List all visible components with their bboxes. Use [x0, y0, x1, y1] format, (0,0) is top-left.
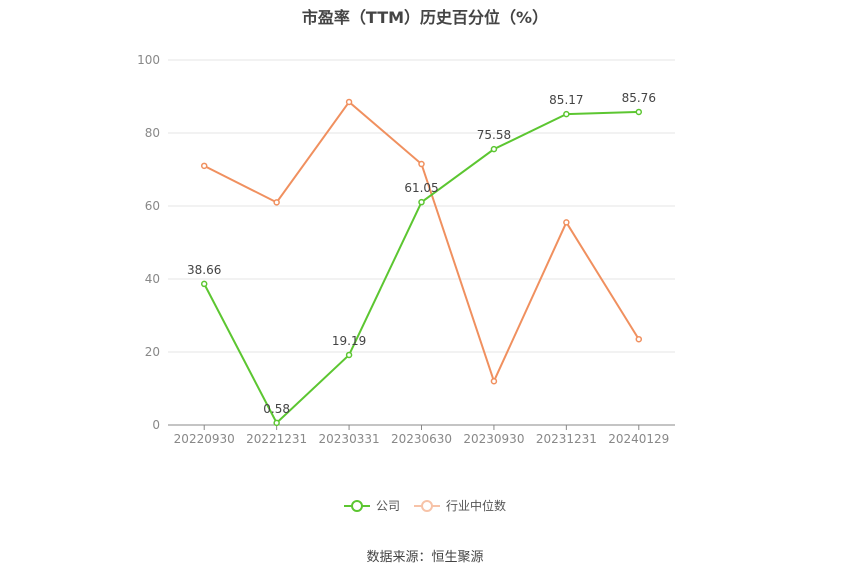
legend-industry-median-label: 行业中位数: [446, 499, 507, 513]
legend-item-company[interactable]: 公司: [343, 497, 400, 514]
x-tick-label: 20240129: [608, 432, 669, 446]
legend-company-label: 公司: [375, 499, 400, 513]
data-point-industry-median: [490, 377, 498, 385]
y-tick-label: 20: [145, 345, 160, 359]
y-tick-label: 100: [137, 53, 160, 67]
data-point-company: [490, 145, 498, 153]
data-point-industry-median: [418, 160, 425, 168]
x-tick-label: 20230331: [319, 432, 380, 446]
y-tick-label: 60: [145, 199, 160, 213]
data-label-company: 38.66: [187, 263, 221, 277]
source-note: 数据来源：恒生聚源: [366, 550, 484, 565]
data-label-company: 75.58: [477, 128, 511, 142]
data-label-company: 85.17: [549, 93, 583, 107]
data-point-company: [273, 419, 280, 427]
x-tick-label: 20230930: [463, 432, 524, 446]
y-tick-label: 80: [145, 126, 160, 140]
data-label-company: 0.58: [263, 402, 290, 416]
series-line-company: [203, 110, 639, 425]
data-point-company: [418, 198, 425, 206]
data-point-industry-median: [563, 219, 570, 226]
legend-item-industry-median[interactable]: 行业中位数: [414, 497, 506, 514]
data-point-company: [563, 110, 570, 118]
legend-company-icon: [343, 499, 370, 512]
x-tick-label: 20220930: [174, 432, 235, 446]
data-point-industry-median: [273, 199, 280, 206]
data-point-industry-median: [345, 98, 353, 106]
data-point-company: [200, 280, 208, 288]
x-tick-label: 20231231: [536, 432, 597, 446]
chart-legend: 公司 行业中位数: [0, 497, 850, 514]
data-point-company: [635, 108, 643, 116]
data-point-company: [345, 351, 353, 359]
data-label-company: 61.05: [404, 181, 438, 195]
legend-industry-median-icon: [414, 499, 440, 512]
data-label-company: 19.19: [332, 334, 366, 348]
data-label-company: 85.76: [622, 91, 656, 105]
data-point-industry-median: [635, 335, 643, 343]
series-line-industry-median: [203, 100, 640, 384]
y-tick-label: 40: [145, 272, 160, 286]
y-tick-label: 0: [152, 418, 160, 432]
x-tick-label: 20230630: [391, 432, 452, 446]
data-point-industry-median: [200, 162, 208, 170]
x-tick-label: 20221231: [246, 432, 307, 446]
chart-title: 市盈率（TTM）历史百分位（%）: [301, 8, 549, 27]
